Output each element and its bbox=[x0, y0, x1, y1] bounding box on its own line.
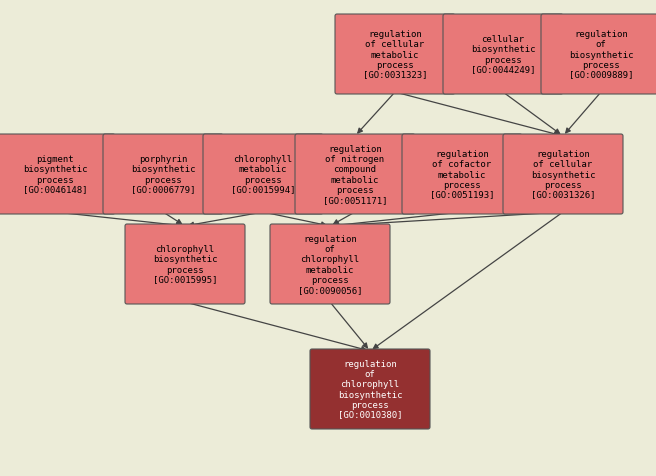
FancyBboxPatch shape bbox=[125, 225, 245, 304]
FancyBboxPatch shape bbox=[402, 135, 522, 215]
FancyBboxPatch shape bbox=[503, 135, 623, 215]
Text: pigment
biosynthetic
process
[GO:0046148]: pigment biosynthetic process [GO:0046148… bbox=[23, 155, 87, 194]
Text: regulation
of cofactor
metabolic
process
[GO:0051193]: regulation of cofactor metabolic process… bbox=[430, 150, 494, 199]
Text: regulation
of
biosynthetic
process
[GO:0009889]: regulation of biosynthetic process [GO:0… bbox=[569, 30, 633, 79]
Text: regulation
of nitrogen
compound
metabolic
process
[GO:0051171]: regulation of nitrogen compound metaboli… bbox=[323, 145, 387, 204]
FancyBboxPatch shape bbox=[270, 225, 390, 304]
FancyBboxPatch shape bbox=[203, 135, 323, 215]
FancyBboxPatch shape bbox=[0, 135, 115, 215]
FancyBboxPatch shape bbox=[103, 135, 223, 215]
Text: porphyrin
biosynthetic
process
[GO:0006779]: porphyrin biosynthetic process [GO:00067… bbox=[131, 155, 195, 194]
Text: regulation
of cellular
biosynthetic
process
[GO:0031326]: regulation of cellular biosynthetic proc… bbox=[531, 150, 595, 199]
FancyBboxPatch shape bbox=[443, 15, 563, 95]
Text: regulation
of
chlorophyll
biosynthetic
process
[GO:0010380]: regulation of chlorophyll biosynthetic p… bbox=[338, 360, 402, 419]
FancyBboxPatch shape bbox=[335, 15, 455, 95]
Text: cellular
biosynthetic
process
[GO:0044249]: cellular biosynthetic process [GO:004424… bbox=[471, 35, 535, 74]
Text: regulation
of cellular
metabolic
process
[GO:0031323]: regulation of cellular metabolic process… bbox=[363, 30, 427, 79]
Text: regulation
of
chlorophyll
metabolic
process
[GO:0090056]: regulation of chlorophyll metabolic proc… bbox=[298, 235, 362, 294]
FancyBboxPatch shape bbox=[295, 135, 415, 215]
Text: chlorophyll
biosynthetic
process
[GO:0015995]: chlorophyll biosynthetic process [GO:001… bbox=[153, 245, 217, 284]
Text: chlorophyll
metabolic
process
[GO:0015994]: chlorophyll metabolic process [GO:001599… bbox=[231, 155, 295, 194]
FancyBboxPatch shape bbox=[541, 15, 656, 95]
FancyBboxPatch shape bbox=[310, 349, 430, 429]
